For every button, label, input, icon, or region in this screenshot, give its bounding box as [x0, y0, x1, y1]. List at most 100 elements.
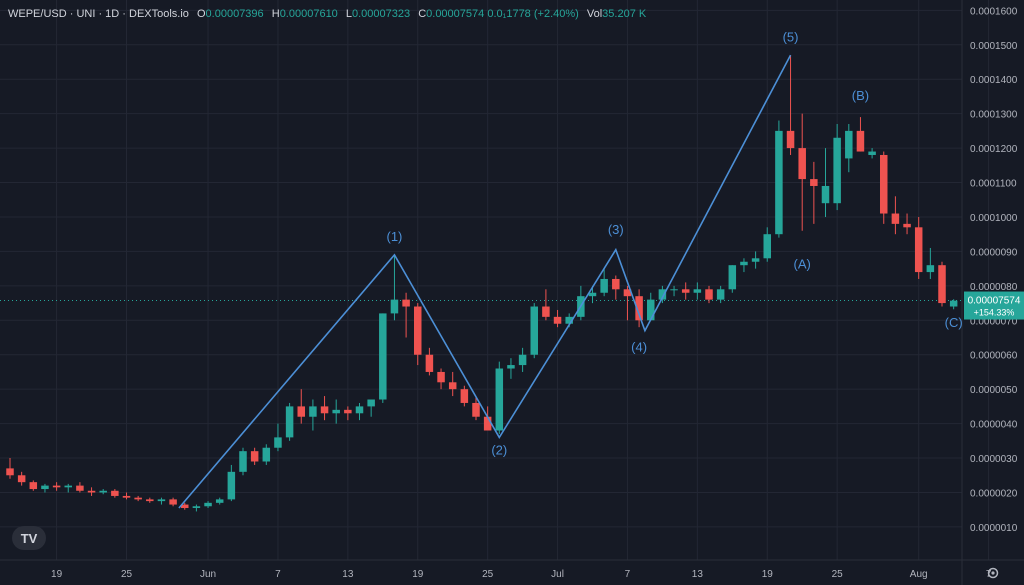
candle-body — [87, 490, 96, 493]
candle-body — [122, 495, 131, 498]
candle-body — [565, 316, 573, 324]
candle-body — [157, 499, 166, 502]
price-tick-label: 0.0000030 — [970, 454, 1018, 465]
chart-header: WEPE/USD · UNI · 1D · DEXTools.io O0.000… — [8, 8, 646, 20]
price-tick-label: 0.0001100 — [970, 179, 1017, 190]
open-value: 0.00007396 — [205, 8, 264, 20]
candle-body — [926, 265, 935, 273]
candle-body — [402, 299, 410, 307]
gear-icon[interactable] — [986, 566, 1000, 580]
candle-body — [903, 223, 911, 228]
price-tick-label: 0.0000050 — [970, 385, 1018, 396]
price-tick-label: 0.0000020 — [970, 488, 1018, 499]
candle-body — [379, 313, 387, 400]
candle-body — [64, 485, 72, 488]
candle-body — [856, 130, 865, 152]
elliott-wave-line — [178, 54, 792, 509]
price-tick-label: 0.0001600 — [970, 6, 1018, 17]
candle-body — [355, 406, 364, 414]
candle-body — [751, 258, 760, 262]
candle-body — [786, 130, 795, 149]
candle-body — [169, 499, 177, 505]
candle-body — [845, 130, 853, 159]
candle-body — [775, 130, 783, 235]
price-tick-label: 0.0001000 — [970, 213, 1018, 224]
candle-body — [880, 154, 888, 214]
candle-body — [146, 499, 154, 502]
candle-body — [518, 354, 527, 366]
candle-body — [507, 365, 515, 369]
price-tick-label: 0.0001500 — [970, 41, 1018, 52]
candle-body — [483, 416, 492, 431]
candle-body — [763, 234, 771, 259]
candle-body — [705, 289, 713, 300]
candle-body — [390, 299, 399, 314]
candle-body — [553, 316, 562, 324]
last-price-change: +154.33% — [974, 308, 1015, 318]
candle-body — [530, 306, 538, 355]
price-tick-label: 0.0000070 — [970, 316, 1018, 327]
candle-body — [681, 289, 690, 293]
candle-body — [239, 451, 247, 472]
candle-body — [670, 289, 678, 291]
last-price-label: 0.00007574 — [968, 296, 1021, 307]
time-tick-label: Jul — [551, 569, 564, 580]
candle-body — [891, 213, 900, 224]
candle-body — [472, 402, 480, 417]
candle-body — [623, 289, 632, 297]
price-tick-label: 0.0000040 — [970, 420, 1018, 431]
candle-body — [17, 475, 26, 483]
candle-body — [542, 306, 550, 317]
candle-body — [227, 471, 236, 500]
price-tick-label: 0.0000060 — [970, 351, 1018, 362]
candle-body — [181, 504, 189, 508]
wave-label: (C) — [945, 315, 963, 330]
candle-body — [949, 300, 958, 307]
price-tick-label: 0.0001200 — [970, 144, 1018, 155]
candle-body — [821, 185, 830, 204]
candle-body — [868, 151, 876, 155]
change-value: 0.0₁1778 (+2.40%) — [487, 8, 579, 20]
high-label: H — [271, 8, 280, 20]
candle-body — [297, 406, 305, 417]
candle-body — [6, 468, 14, 476]
close-value: 0.00007574 — [426, 8, 485, 20]
candle-body — [285, 406, 294, 438]
last-price-tag — [964, 291, 1024, 320]
wave-label: (2) — [491, 443, 507, 458]
price-tick-label: 0.0001300 — [970, 110, 1018, 121]
wave-label: (5) — [783, 29, 799, 44]
wave-label: (A) — [794, 257, 811, 272]
candle-body — [262, 447, 271, 462]
candle-body — [600, 278, 608, 293]
vol-value: 35.207 K — [602, 8, 647, 20]
time-tick-label: Aug — [910, 569, 928, 580]
candle-body — [274, 437, 282, 448]
high-value: 0.00007610 — [279, 8, 338, 20]
wave-label: (1) — [387, 229, 403, 244]
candle-body — [52, 485, 61, 488]
candle-body — [192, 506, 201, 508]
candle-body — [728, 265, 737, 290]
candle-body — [495, 368, 504, 431]
vol-label: Vol — [586, 8, 603, 20]
candle-body — [367, 399, 375, 407]
price-tick-label: 0.0000090 — [970, 247, 1018, 258]
time-tick-label: 25 — [121, 569, 133, 580]
tradingview-logo-icon[interactable]: TV — [12, 526, 46, 550]
candle-body — [99, 490, 107, 493]
candle-body — [320, 406, 329, 414]
time-tick-label: Jun — [200, 569, 216, 580]
candle-body — [914, 227, 923, 273]
candle-body — [332, 409, 340, 414]
candle-body — [716, 289, 725, 300]
open-label: O — [196, 8, 206, 20]
time-tick-label: 13 — [342, 569, 354, 580]
time-tick-label: 19 — [51, 569, 63, 580]
candle-body — [309, 406, 317, 417]
candle-body — [111, 490, 119, 496]
candle-body — [204, 502, 212, 507]
candle-body — [635, 296, 643, 321]
